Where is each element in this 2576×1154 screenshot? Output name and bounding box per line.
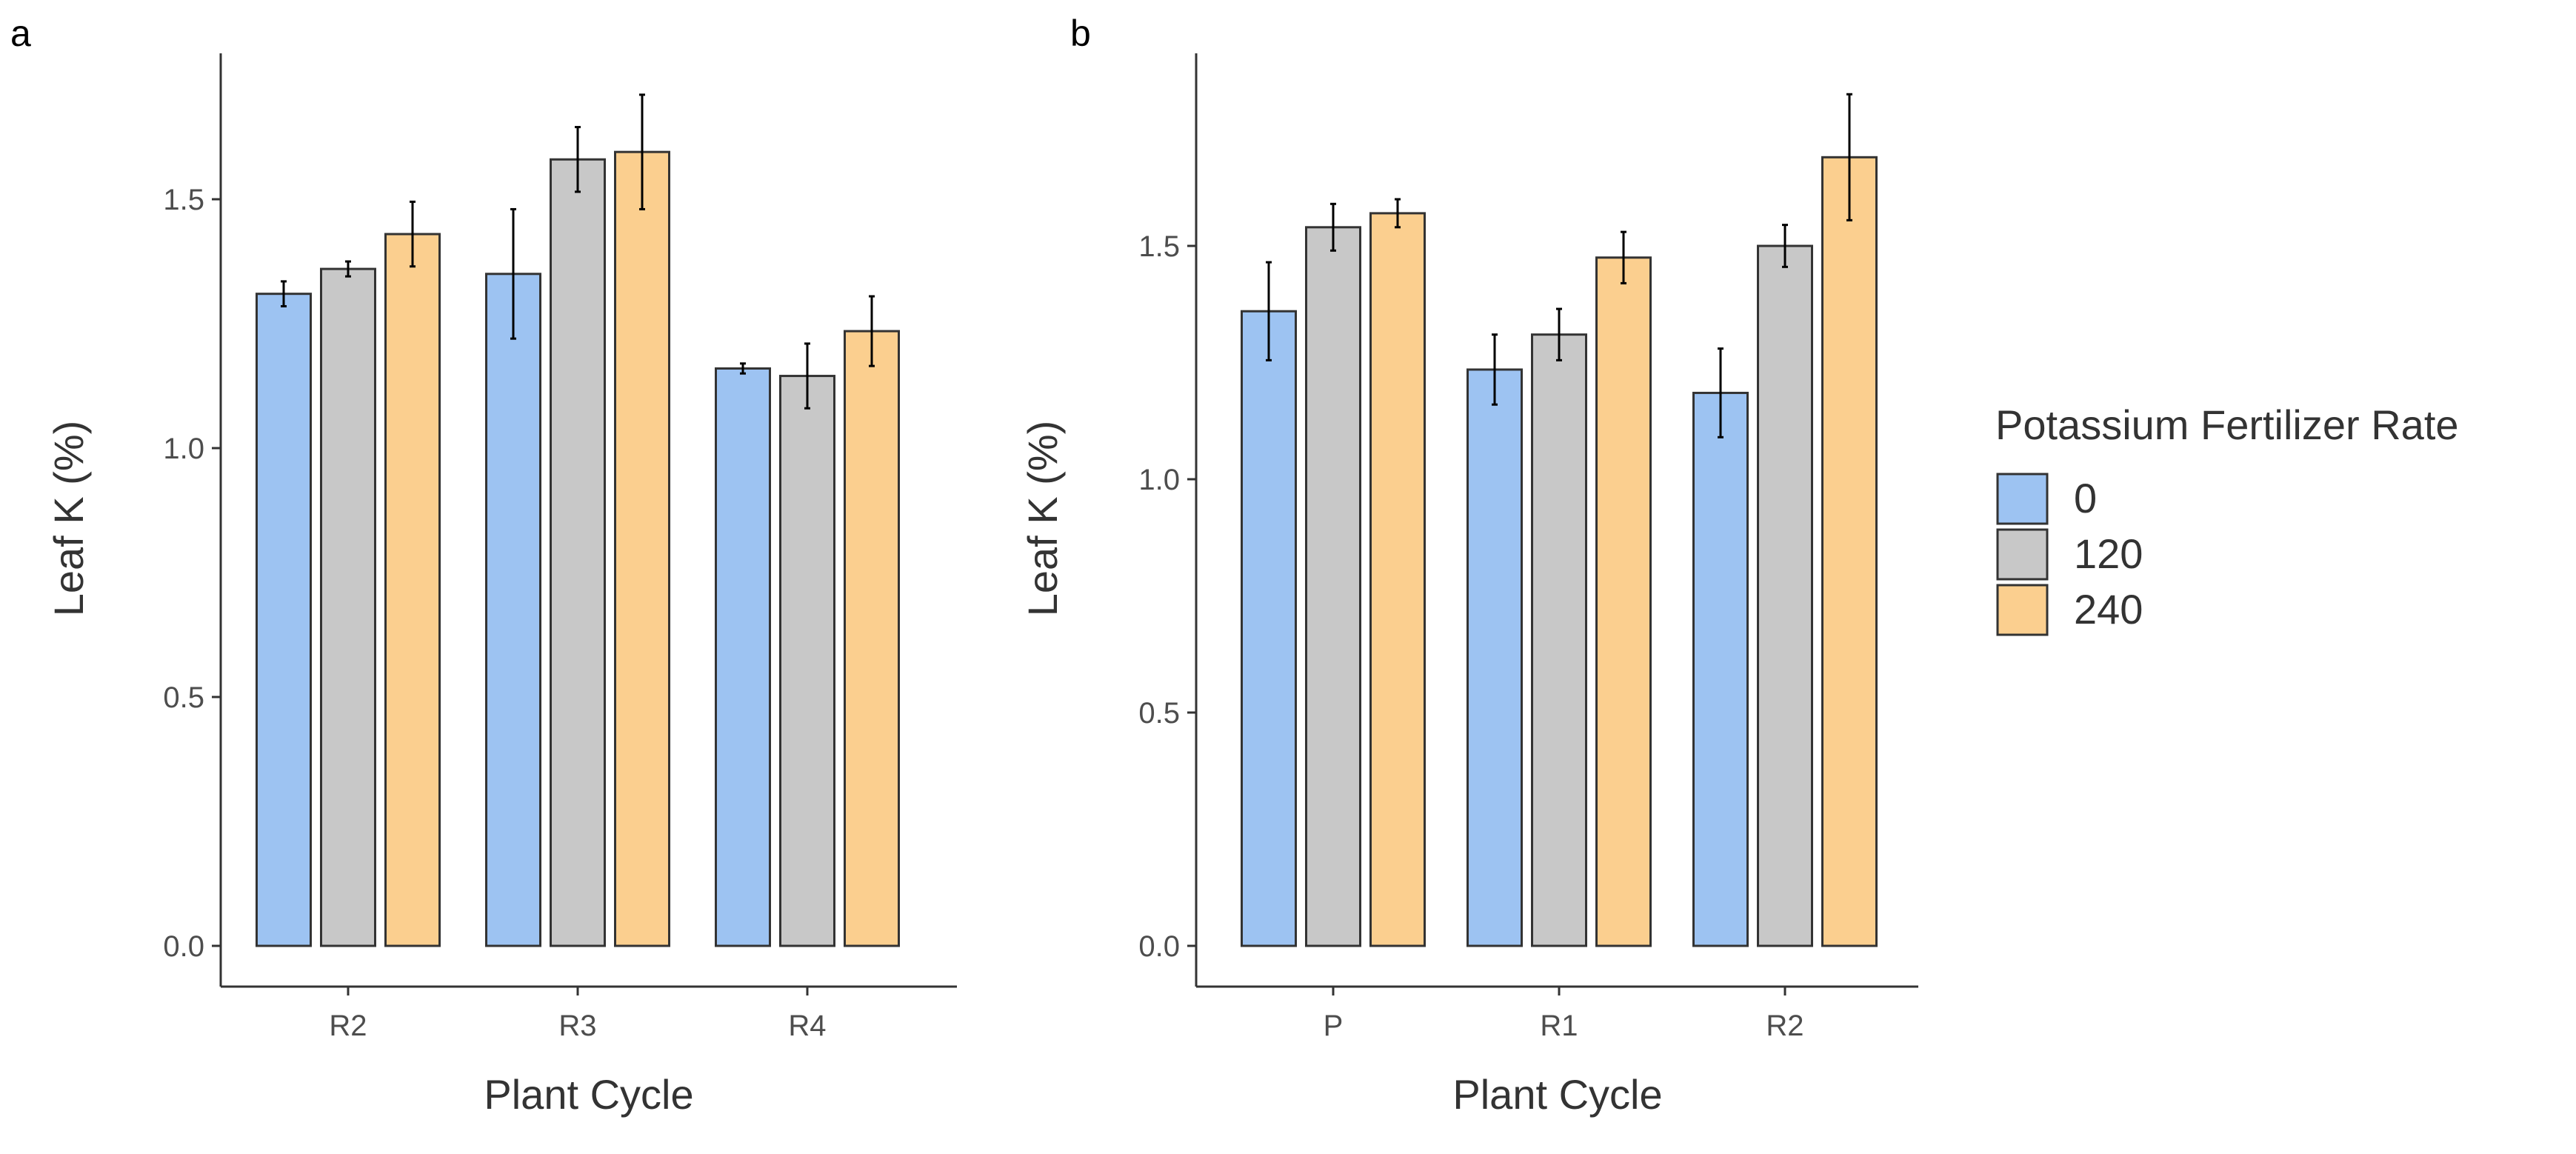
legend-swatch xyxy=(1996,584,2049,636)
legend: Potassium Fertilizer Rate 0 120 240 xyxy=(1995,401,2459,636)
bar-r4-rate-120 xyxy=(779,375,835,947)
error-bar xyxy=(410,200,416,268)
x-tick-label: R3 xyxy=(558,1010,596,1042)
legend-label: 240 xyxy=(2074,586,2143,633)
y-axis-title: Leaf K (%) xyxy=(1019,421,1066,617)
x-axis-title: Plant Cycle xyxy=(1452,1071,1662,1118)
bar-r1-rate-240 xyxy=(1595,256,1652,947)
error-bar xyxy=(1846,93,1852,221)
y-tick-label: 0.5 xyxy=(1138,697,1180,730)
bar-p-rate-120 xyxy=(1305,226,1361,947)
bar-r2-rate-0 xyxy=(256,293,312,947)
bar-p-rate-0 xyxy=(1241,310,1297,947)
x-tick-label: R2 xyxy=(329,1010,367,1042)
error-bar xyxy=(869,295,875,367)
error-bar xyxy=(1621,230,1626,284)
error-bar xyxy=(281,280,287,307)
bar-r2-rate-240 xyxy=(384,233,441,947)
bar-r2-rate-240 xyxy=(1821,156,1878,947)
legend-item-0: 0 xyxy=(1996,473,2097,525)
y-tick-label: 1.0 xyxy=(163,433,204,465)
bar-p-rate-240 xyxy=(1369,212,1426,947)
error-bar xyxy=(1782,224,1788,268)
legend-item-120: 120 xyxy=(1996,528,2143,581)
x-tick-label: R4 xyxy=(788,1010,826,1042)
bar-r1-rate-120 xyxy=(1531,333,1587,947)
error-bar xyxy=(1492,333,1498,406)
y-tick-label: 1.0 xyxy=(1138,464,1180,496)
error-bar xyxy=(1556,307,1562,361)
bar-r3-rate-0 xyxy=(485,273,541,947)
y-tick-label: 0.0 xyxy=(163,930,204,963)
legend-items: 0 120 240 xyxy=(1996,473,2143,636)
x-tick-label: R2 xyxy=(1766,1010,1803,1042)
x-tick-label: P xyxy=(1324,1010,1344,1042)
error-bar xyxy=(639,93,645,210)
legend-swatch xyxy=(1996,528,2049,581)
y-axis-title: Leaf K (%) xyxy=(45,421,92,617)
y-tick-label: 1.5 xyxy=(163,184,204,216)
error-bar xyxy=(1395,198,1401,229)
bar-r3-rate-120 xyxy=(550,158,606,947)
legend-label: 120 xyxy=(2074,530,2143,577)
legend-label: 0 xyxy=(2074,475,2097,521)
y-tick-label: 1.5 xyxy=(1138,230,1180,263)
error-bar xyxy=(804,342,810,410)
bar-r4-rate-0 xyxy=(715,367,771,947)
bar-r1-rate-0 xyxy=(1466,368,1523,947)
error-bar xyxy=(575,126,581,193)
bar-r2-rate-120 xyxy=(1757,244,1813,947)
panel-letter-b: b xyxy=(1070,13,1091,54)
bar-r3-rate-240 xyxy=(614,150,670,947)
panel-a: a 0.0 0.5 1.0 1.5 R2 R3 R4 Plant Cycle Leaf K (%) xyxy=(10,13,957,1118)
x-tick-label: R1 xyxy=(1540,1010,1578,1042)
bar-r4-rate-240 xyxy=(844,330,900,947)
error-bar xyxy=(1330,202,1336,252)
error-bar xyxy=(1718,347,1724,438)
y-tick-label: 0.0 xyxy=(1138,930,1180,963)
legend-swatch xyxy=(1996,473,2049,525)
panel-b: b 0.0 0.5 1.0 1.5 P R1 R2 Plant Cycle Leaf K (%) xyxy=(1019,13,1918,1118)
error-bar xyxy=(510,207,516,340)
legend-item-240: 240 xyxy=(1996,584,2143,636)
error-bar xyxy=(1266,261,1272,361)
panel-letter-a: a xyxy=(10,13,31,54)
bar-r2-rate-0 xyxy=(1692,391,1749,947)
legend-title: Potassium Fertilizer Rate xyxy=(1995,401,2459,448)
error-bar xyxy=(345,260,351,278)
y-tick-label: 0.5 xyxy=(163,681,204,714)
bar-r2-rate-120 xyxy=(320,267,376,947)
error-bar xyxy=(740,362,746,375)
x-axis-title: Plant Cycle xyxy=(484,1071,693,1118)
